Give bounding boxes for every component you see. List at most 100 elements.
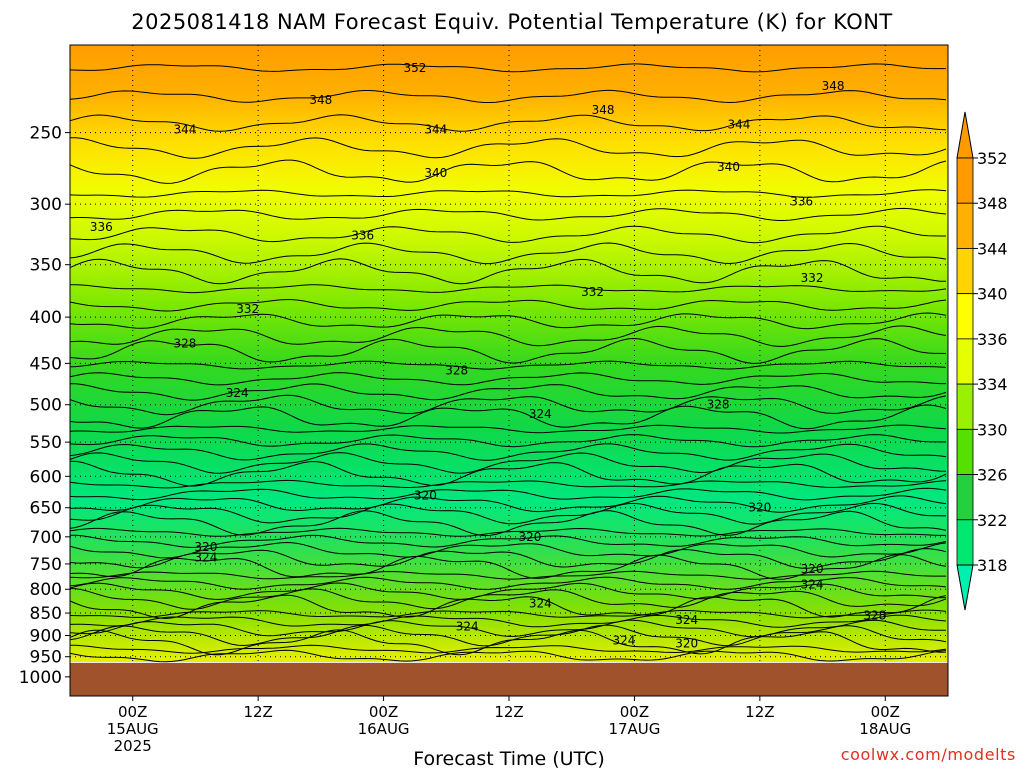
- colorbar-segment: [956, 338, 974, 385]
- contour-label: 324: [226, 386, 249, 400]
- y-tick-label: 400: [30, 308, 62, 328]
- contour-line: [69, 487, 947, 501]
- contour-line: [69, 189, 947, 198]
- colorbar: 352 348 344 340 336 334 330 326 322 318: [956, 111, 1008, 611]
- contour-label: 320: [194, 540, 217, 554]
- plot-area: 352 348 348 348 344 344 344 340 340 336 336 336 332 3…: [69, 44, 949, 697]
- contour-line: [69, 242, 947, 265]
- contour-line: [69, 576, 947, 590]
- contour-line: [70, 137, 947, 159]
- colorbar-top-triangle: [956, 111, 974, 159]
- colorbar-tick-label: 318: [977, 556, 1008, 575]
- contour-line: [69, 383, 947, 401]
- y-tick-label: 700: [30, 528, 62, 548]
- contour-line: [69, 443, 947, 461]
- contour-label: 320: [801, 562, 824, 576]
- contour-label: 324: [613, 634, 636, 648]
- contour-line: [69, 582, 947, 600]
- colorbar-segment: [956, 202, 974, 249]
- contour-label: 320: [414, 488, 437, 502]
- contour-line: [69, 502, 947, 525]
- y-tick-label: 950: [30, 648, 62, 668]
- contour-label: 348: [592, 103, 615, 117]
- contour-label: 344: [174, 122, 197, 136]
- contour-line: [69, 372, 946, 386]
- contour-label: 332: [801, 271, 824, 285]
- contour-label: 324: [456, 620, 479, 634]
- contour-line: [69, 89, 947, 104]
- contour-line: [69, 588, 947, 610]
- contour-label: 328: [863, 608, 886, 622]
- y-tick-label: 350: [30, 256, 62, 276]
- contour-label: 328: [445, 363, 468, 377]
- colorbar-segment: [956, 293, 974, 340]
- contour-line: [69, 479, 947, 489]
- contour-line: [69, 495, 947, 513]
- y-tick-label: 750: [30, 555, 62, 575]
- contour-line: [69, 619, 947, 638]
- y-tick-label: 550: [30, 433, 62, 453]
- y-tick-label: 850: [30, 604, 62, 624]
- contour-line: [69, 325, 947, 347]
- y-tick-label: 1000: [19, 668, 62, 688]
- field-background: [70, 45, 948, 662]
- contour-line: [69, 207, 947, 221]
- y-tick-label: 250: [30, 124, 62, 144]
- y-tick-label: 800: [30, 580, 62, 600]
- contour-line: [69, 114, 947, 132]
- contour-label: 340: [424, 166, 447, 180]
- colorbar-tick-label: 330: [977, 420, 1008, 439]
- contour-label: 348: [822, 79, 845, 93]
- colorbar-segment: [956, 519, 974, 566]
- ground-surface: [70, 662, 948, 696]
- contour-label: 328: [707, 398, 730, 412]
- contour-label: 336: [351, 229, 374, 243]
- x-tick-label: 17AUG: [608, 720, 660, 738]
- colorbar-tick-label: 334: [977, 375, 1008, 394]
- colorbar-segment: [956, 428, 974, 475]
- contour-lines: [69, 63, 947, 663]
- contour-line: [69, 360, 947, 370]
- colorbar-tick-label: 326: [977, 466, 1008, 485]
- contour-label: 324: [194, 551, 217, 565]
- contour-line: [69, 225, 946, 244]
- contour-line: [69, 644, 947, 654]
- colorbar-bottom-triangle: [956, 564, 974, 611]
- contour-label: 336: [790, 195, 813, 209]
- contour-label: 344: [424, 122, 447, 136]
- contour-line: [70, 284, 947, 294]
- contour-label: 336: [90, 220, 113, 234]
- contour-label: 320: [518, 530, 541, 544]
- x-tick-label: 2025: [114, 737, 152, 755]
- contour-label: 352: [403, 61, 426, 75]
- x-tick-label: 15AUG: [107, 720, 159, 738]
- contour-line: [69, 624, 947, 647]
- x-tick-label: 12Z: [243, 703, 272, 721]
- y-tick-label: 600: [30, 467, 62, 487]
- contour-label: 324: [529, 407, 552, 421]
- contour-line: [69, 548, 947, 569]
- contour-line: [69, 614, 947, 628]
- contour-label: 328: [174, 337, 197, 351]
- x-tick-label: 16AUG: [358, 720, 410, 738]
- contour-line: [69, 460, 947, 487]
- contour-label: 320: [675, 636, 698, 650]
- contour-line: [69, 527, 946, 537]
- x-tick-label: 00Z: [118, 703, 147, 721]
- contour-label: 340: [717, 160, 740, 174]
- contour-line: [69, 404, 947, 430]
- y-tick-label: 450: [30, 354, 62, 374]
- x-tick-label: 12Z: [745, 703, 774, 721]
- contour-label: 332: [581, 285, 604, 299]
- x-tick-label: 00Z: [871, 703, 900, 721]
- contour-line: [69, 337, 947, 365]
- x-tick-label: 12Z: [494, 703, 523, 721]
- contour-line: [69, 541, 947, 559]
- x-tick-label: 18AUG: [859, 720, 911, 738]
- colorbar-tick-label: 322: [977, 511, 1008, 530]
- contour-line: [69, 452, 947, 474]
- colorbar-tick-label: 348: [977, 194, 1008, 213]
- y-tick-label: 900: [30, 626, 62, 646]
